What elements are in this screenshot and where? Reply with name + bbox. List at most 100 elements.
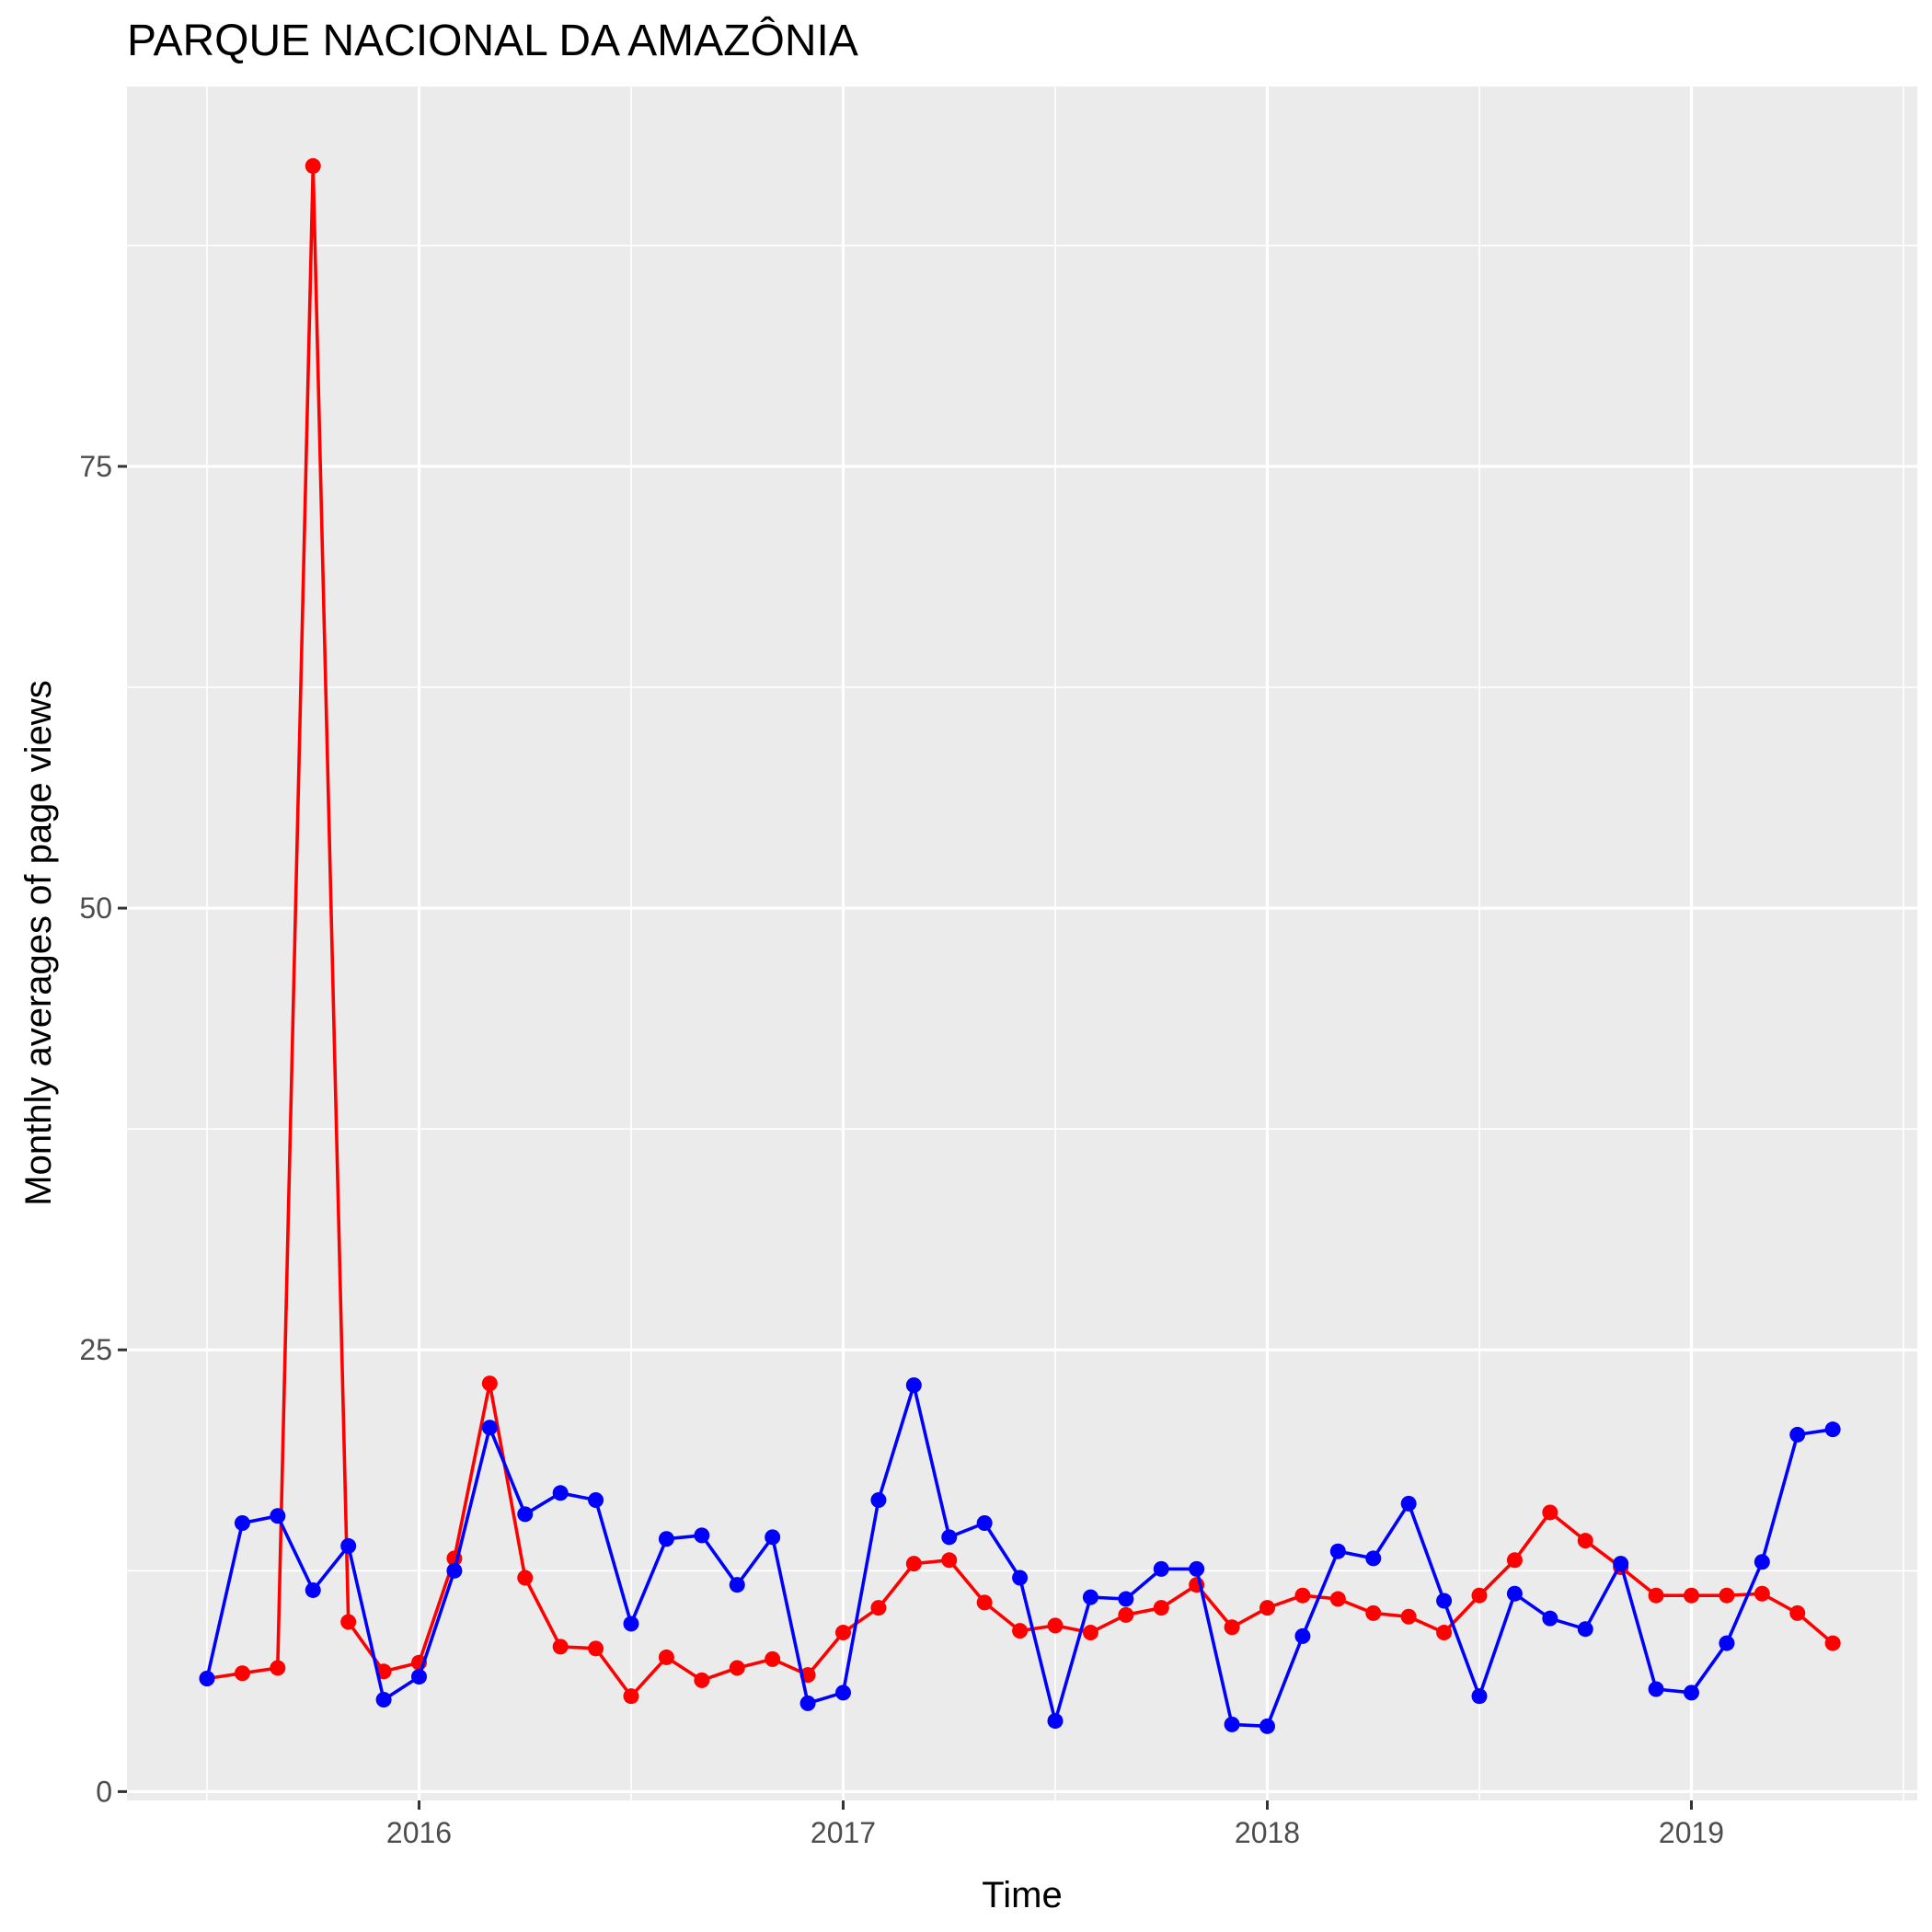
chart-title: PARQUE NACIONAL DA AMAZÔNIA — [127, 16, 858, 65]
data-point — [1047, 1617, 1064, 1634]
data-point — [1224, 1716, 1240, 1732]
data-point — [905, 1556, 922, 1572]
data-point — [905, 1377, 922, 1394]
data-point — [623, 1688, 639, 1705]
data-point — [1648, 1587, 1664, 1604]
data-point — [1294, 1627, 1311, 1644]
data-point — [976, 1514, 993, 1531]
data-point — [517, 1506, 534, 1523]
data-point — [1684, 1587, 1699, 1604]
data-point — [1613, 1556, 1629, 1572]
data-point — [305, 1581, 321, 1598]
series-1 — [199, 1377, 1841, 1734]
data-point — [1365, 1550, 1382, 1567]
data-point — [1082, 1589, 1098, 1605]
data-point — [1400, 1608, 1417, 1625]
data-point — [270, 1508, 286, 1524]
x-axis: 2016 2017 2018 2019 — [386, 1800, 1724, 1849]
data-point — [1224, 1619, 1240, 1636]
data-point — [1542, 1610, 1558, 1627]
data-point — [588, 1640, 604, 1657]
data-point — [1471, 1688, 1488, 1705]
data-point — [658, 1649, 674, 1665]
y-tick-label: 50 — [79, 891, 112, 925]
data-point — [729, 1660, 745, 1676]
data-point — [1153, 1560, 1169, 1577]
data-point — [1719, 1587, 1735, 1604]
grid-lines — [127, 86, 1917, 1800]
y-tick-label: 75 — [79, 450, 112, 483]
series-layer — [199, 157, 1841, 1734]
data-point — [1506, 1552, 1523, 1569]
data-point — [1047, 1713, 1064, 1730]
data-point — [234, 1514, 250, 1531]
data-point — [552, 1485, 569, 1501]
data-point — [941, 1552, 958, 1569]
data-point — [976, 1594, 993, 1611]
data-point — [1329, 1591, 1346, 1607]
data-point — [340, 1537, 357, 1554]
data-point — [1153, 1600, 1169, 1616]
data-point — [729, 1577, 745, 1593]
data-point — [1294, 1587, 1311, 1604]
data-point — [305, 157, 321, 174]
data-point — [1118, 1606, 1134, 1623]
x-axis-title: Time — [982, 1875, 1062, 1915]
data-point — [765, 1650, 781, 1667]
data-point — [1789, 1604, 1806, 1621]
data-point — [623, 1616, 639, 1632]
data-point — [234, 1665, 250, 1682]
data-point — [1824, 1421, 1841, 1438]
data-point — [1329, 1543, 1346, 1559]
data-point — [1648, 1681, 1664, 1697]
data-point — [446, 1562, 463, 1579]
data-point — [1012, 1570, 1029, 1586]
y-axis: 0 25 50 75 — [79, 450, 127, 1808]
data-point — [1506, 1585, 1523, 1602]
data-point — [765, 1529, 781, 1546]
data-point — [1436, 1593, 1453, 1609]
data-point — [1259, 1600, 1275, 1616]
data-point — [481, 1375, 498, 1392]
data-point — [835, 1685, 851, 1701]
x-tick-label: 2016 — [386, 1816, 452, 1849]
data-point — [694, 1527, 710, 1544]
data-point — [1012, 1623, 1029, 1639]
data-point — [1824, 1635, 1841, 1651]
x-tick-label: 2017 — [811, 1816, 876, 1849]
data-point — [870, 1600, 887, 1616]
data-point — [799, 1695, 816, 1711]
data-point — [1684, 1685, 1699, 1701]
data-point — [270, 1660, 286, 1676]
data-point — [552, 1639, 569, 1655]
data-point — [870, 1491, 887, 1508]
data-point — [1259, 1718, 1275, 1734]
data-point — [1400, 1495, 1417, 1512]
y-axis-title: Monthly averages of page views — [18, 680, 59, 1205]
series-0 — [199, 157, 1841, 1705]
data-point — [375, 1692, 392, 1708]
data-point — [1577, 1533, 1593, 1549]
data-point — [1365, 1604, 1382, 1621]
y-tick-label: 0 — [96, 1775, 112, 1808]
data-point — [1436, 1625, 1453, 1641]
data-point — [1118, 1591, 1134, 1607]
data-point — [340, 1614, 357, 1630]
data-point — [1754, 1554, 1770, 1570]
data-point — [517, 1570, 534, 1586]
data-point — [835, 1625, 851, 1641]
data-point — [481, 1420, 498, 1436]
data-point — [694, 1672, 710, 1688]
data-point — [658, 1531, 674, 1547]
data-point — [588, 1491, 604, 1508]
data-point — [1719, 1635, 1735, 1651]
data-point — [941, 1529, 958, 1546]
data-point — [1189, 1560, 1205, 1577]
data-point — [199, 1670, 215, 1686]
data-point — [1542, 1504, 1558, 1521]
x-tick-label: 2018 — [1235, 1816, 1300, 1849]
data-point — [1754, 1585, 1770, 1602]
x-tick-label: 2019 — [1659, 1816, 1724, 1849]
plot-panel — [127, 86, 1917, 1800]
